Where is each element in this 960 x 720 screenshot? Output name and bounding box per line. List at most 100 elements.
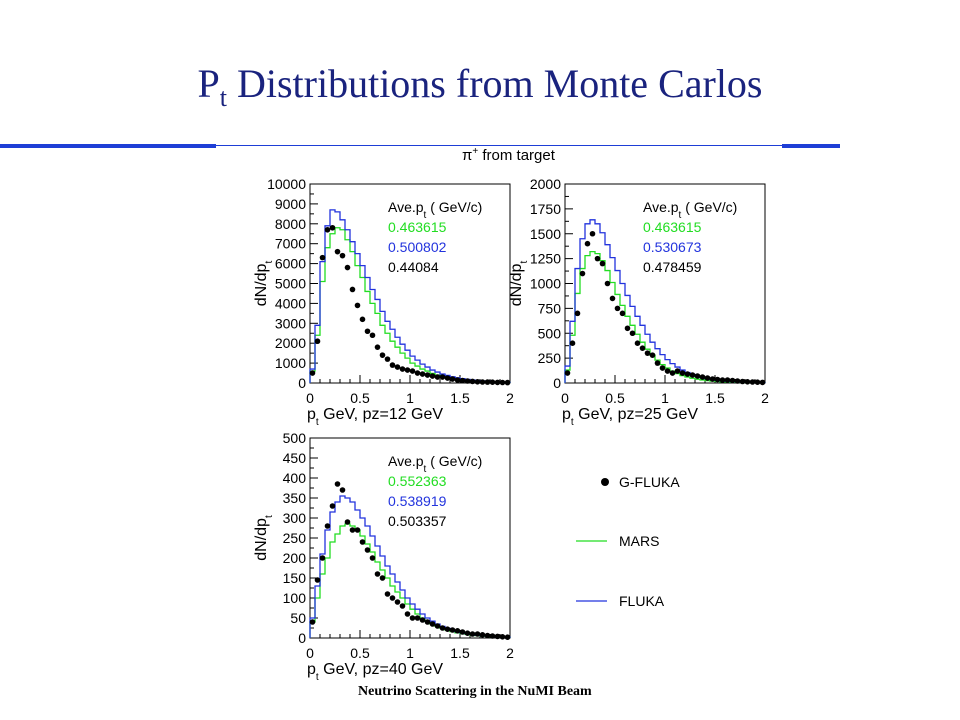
series-gfluka-point (659, 365, 666, 371)
plot-title-pi: π (462, 147, 473, 164)
series-gfluka-point (614, 305, 621, 312)
series-gfluka-point (604, 280, 611, 287)
series-gfluka-point (479, 379, 486, 385)
series-gfluka-point (644, 350, 651, 356)
series-gfluka-point (449, 376, 456, 382)
series-gfluka-point (389, 362, 396, 368)
x-tick-label: 0.5 (605, 390, 625, 406)
slide-title-sub: t (219, 83, 227, 112)
x-tick-label: 2 (506, 390, 514, 406)
series-gfluka-point (694, 373, 701, 379)
series-gfluka-point (404, 367, 411, 373)
y-tick-label: 3000 (275, 315, 306, 331)
series-gfluka-point (464, 378, 471, 384)
slide-footer: Neutrino Scattering in the NuMI Beam (358, 684, 592, 699)
legend-label-fluka: FLUKA (619, 593, 665, 609)
plot-title-sup: + (472, 146, 479, 157)
y-axis-label: dN/dpt (253, 261, 275, 307)
x-tick-label: 0 (306, 645, 314, 661)
title-rule-left (0, 144, 216, 148)
series-gfluka-point (664, 368, 671, 374)
avg-gfluka-value: 0.478459 (643, 259, 702, 275)
series-gfluka-point (439, 625, 446, 631)
chart-panel-1: 0100020003000400050006000700080009000100… (253, 176, 514, 428)
series-gfluka-point (374, 571, 381, 577)
series-gfluka-point (719, 377, 726, 383)
avg-mars-value: 0.463615 (643, 219, 702, 235)
series-gfluka-point (484, 632, 491, 639)
series-gfluka-point (349, 286, 356, 293)
series-gfluka-point (759, 379, 766, 386)
series-gfluka-point (599, 260, 606, 267)
x-tick-label: 1 (406, 645, 414, 661)
series-gfluka-point (484, 379, 491, 385)
avg-mars-value: 0.552363 (388, 473, 447, 489)
y-tick-label: 0 (553, 375, 561, 391)
series-gfluka-point (339, 252, 346, 259)
avg-gfluka-value: 0.503357 (388, 513, 447, 529)
series-gfluka-point (469, 378, 476, 385)
series-gfluka-point (474, 631, 481, 637)
series-gfluka-point (344, 519, 351, 525)
series-gfluka-point (494, 379, 501, 386)
series-gfluka-point (654, 360, 661, 366)
y-tick-label: 10000 (267, 176, 306, 192)
series-gfluka-point (714, 376, 721, 383)
title-rule-center (216, 145, 782, 146)
series-mars-step (309, 523, 511, 638)
x-tick-label: 1.5 (450, 645, 470, 661)
series-gfluka-point (574, 310, 581, 317)
series-gfluka-point (354, 302, 361, 309)
series-gfluka-point (709, 376, 716, 382)
series-gfluka-point (379, 352, 386, 358)
series-gfluka-point (449, 627, 456, 633)
chart-legend: G-FLUKA MARS FLUKA (576, 474, 680, 609)
series-gfluka-point (724, 377, 731, 383)
avg-fluka-value: 0.500802 (388, 239, 447, 255)
y-tick-label: 100 (283, 590, 307, 606)
series-gfluka-point (324, 226, 331, 233)
series-gfluka-point (334, 248, 341, 255)
series-gfluka-point (429, 621, 436, 627)
y-tick-label: 50 (290, 610, 306, 626)
series-gfluka-point (584, 240, 591, 247)
series-gfluka-point (364, 547, 371, 553)
series-gfluka-point (684, 371, 691, 377)
series-gfluka-point (479, 632, 486, 638)
avg-header: Ave.pt ( GeV/c) (643, 199, 737, 221)
y-tick-label: 5000 (275, 276, 306, 292)
y-tick-label: 2000 (275, 335, 306, 351)
series-gfluka-point (494, 633, 501, 640)
slide-title: Pt Distributions from Monte Carlos (0, 60, 960, 113)
y-tick-label: 0 (298, 375, 306, 391)
series-gfluka-point (609, 295, 616, 302)
y-tick-label: 6000 (275, 256, 306, 272)
series-gfluka-point (504, 379, 511, 386)
x-tick-label: 0.5 (350, 390, 370, 406)
series-gfluka-point (319, 555, 326, 561)
y-tick-label: 9000 (275, 196, 306, 212)
y-tick-label: 200 (283, 550, 307, 566)
series-gfluka-point (579, 270, 586, 277)
y-tick-label: 500 (538, 325, 562, 341)
series-gfluka-point (384, 591, 391, 597)
series-gfluka-point (439, 374, 446, 380)
avg-header: Ave.pt ( GeV/c) (388, 199, 482, 221)
series-gfluka-point (329, 503, 336, 509)
legend-label-g-fluka: G-FLUKA (619, 474, 680, 490)
series-gfluka-point (384, 356, 391, 362)
series-gfluka-point (404, 611, 411, 617)
y-tick-label: 400 (283, 470, 307, 486)
y-tick-label: 1000 (530, 276, 561, 292)
series-gfluka-point (754, 379, 761, 386)
x-tick-label: 1 (661, 390, 669, 406)
x-tick-label: 2 (506, 645, 514, 661)
series-gfluka-point (564, 370, 571, 376)
series-gfluka-point (459, 629, 466, 635)
series-gfluka-point (334, 481, 341, 487)
series-gfluka-point (424, 372, 431, 378)
series-gfluka-point (739, 378, 746, 385)
series-gfluka-point (734, 378, 741, 384)
y-tick-label: 150 (283, 570, 307, 586)
